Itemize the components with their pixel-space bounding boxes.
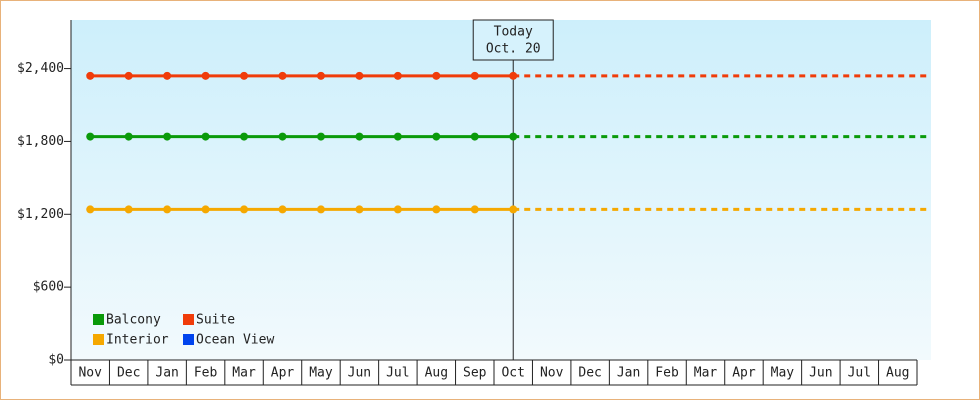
point (432, 71, 441, 80)
x-tick-label: Mar (232, 366, 256, 381)
point (201, 205, 210, 214)
y-tick-label: $1,200 (17, 207, 64, 222)
y-tick-label: $2,400 (17, 61, 64, 76)
x-tick-label: Feb (655, 366, 679, 381)
x-tick-label: May (771, 366, 795, 381)
point (393, 205, 402, 214)
point (124, 205, 133, 214)
point (355, 132, 364, 141)
point (393, 132, 402, 141)
x-tick-label: Jul (848, 366, 871, 381)
y-tick-label: $1,800 (17, 134, 64, 149)
x-tick-label: Oct (501, 366, 524, 381)
legend-label: Suite (196, 313, 235, 328)
point (201, 71, 210, 80)
x-tick-label: Aug (886, 366, 909, 381)
point (432, 205, 441, 214)
x-tick-label: Jul (386, 366, 409, 381)
y-tick-label: $600 (33, 280, 64, 295)
annotation: Oct. 20 (486, 42, 541, 57)
x-tick-label: Jan (155, 366, 178, 381)
point (86, 132, 95, 141)
legend-label: Ocean View (196, 333, 274, 348)
legend-swatch (93, 314, 104, 325)
point (470, 205, 479, 214)
point (278, 132, 287, 141)
x-tick-label: Nov (540, 366, 564, 381)
point (470, 132, 479, 141)
point (86, 205, 95, 214)
point (240, 71, 249, 80)
point (240, 205, 249, 214)
point (355, 71, 364, 80)
legend-swatch (93, 334, 104, 345)
point (124, 71, 133, 80)
x-tick-label: Sep (463, 366, 487, 381)
legend-swatch (183, 334, 194, 345)
x-tick-label: Jan (617, 366, 640, 381)
point (316, 132, 325, 141)
point (163, 132, 172, 141)
y-tick-label: $0 (48, 353, 64, 368)
x-tick-label: Jun (348, 366, 371, 381)
point (278, 71, 287, 80)
point (278, 205, 287, 214)
point (470, 71, 479, 80)
annotation: Today (494, 25, 533, 40)
point (316, 205, 325, 214)
point (316, 71, 325, 80)
point (240, 132, 249, 141)
x-tick-label: Aug (425, 366, 448, 381)
x-tick-label: May (309, 366, 333, 381)
x-tick-label: Dec (578, 366, 601, 381)
x-tick-label: Jun (809, 366, 832, 381)
point (201, 132, 210, 141)
legend-label: Interior (106, 333, 169, 348)
x-tick-label: Dec (117, 366, 140, 381)
legend-swatch (183, 314, 194, 325)
point (355, 205, 364, 214)
x-tick-label: Apr (271, 366, 295, 381)
x-tick-label: Mar (694, 366, 718, 381)
plot-area (71, 20, 931, 360)
x-tick-label: Apr (732, 366, 756, 381)
point (432, 132, 441, 141)
point (124, 132, 133, 141)
point (86, 71, 95, 80)
point (163, 205, 172, 214)
x-tick-label: Feb (194, 366, 218, 381)
point (393, 71, 402, 80)
x-tick-label: Nov (78, 366, 102, 381)
point (163, 71, 172, 80)
legend-label: Balcony (106, 313, 161, 328)
today-box (472, 19, 554, 61)
